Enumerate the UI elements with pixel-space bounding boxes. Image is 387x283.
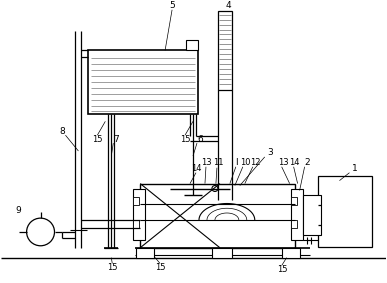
Bar — [133, 198, 139, 205]
Bar — [318, 176, 372, 247]
Text: 15: 15 — [107, 263, 118, 272]
Bar — [291, 220, 296, 228]
Text: 10: 10 — [241, 158, 251, 167]
Text: 11: 11 — [213, 158, 223, 167]
Bar — [136, 248, 154, 258]
Text: 3: 3 — [267, 149, 272, 157]
Bar — [291, 198, 296, 205]
Text: 6: 6 — [197, 135, 203, 144]
Text: 7: 7 — [113, 135, 119, 144]
Text: 14: 14 — [191, 164, 201, 173]
Text: 15: 15 — [180, 135, 190, 144]
Bar — [291, 188, 303, 240]
Text: 4: 4 — [225, 1, 231, 10]
Text: 15: 15 — [92, 135, 103, 144]
Text: 13: 13 — [278, 158, 289, 167]
Bar — [212, 248, 232, 258]
Text: 14: 14 — [289, 158, 300, 167]
Bar — [303, 196, 320, 235]
Bar — [140, 184, 295, 248]
Bar — [218, 11, 232, 90]
Text: 15: 15 — [155, 263, 165, 272]
Text: 8: 8 — [60, 127, 65, 136]
Text: 1: 1 — [351, 164, 357, 173]
Bar — [133, 220, 139, 228]
Bar — [186, 40, 198, 50]
Text: 15: 15 — [277, 265, 288, 274]
Text: 9: 9 — [16, 206, 22, 215]
Text: 2: 2 — [305, 158, 310, 167]
Bar — [282, 248, 300, 258]
Bar — [133, 188, 145, 240]
Text: I: I — [236, 158, 238, 167]
Text: 5: 5 — [169, 1, 175, 10]
Text: 13: 13 — [200, 158, 211, 167]
Text: 12: 12 — [250, 158, 261, 167]
Bar — [88, 50, 198, 114]
